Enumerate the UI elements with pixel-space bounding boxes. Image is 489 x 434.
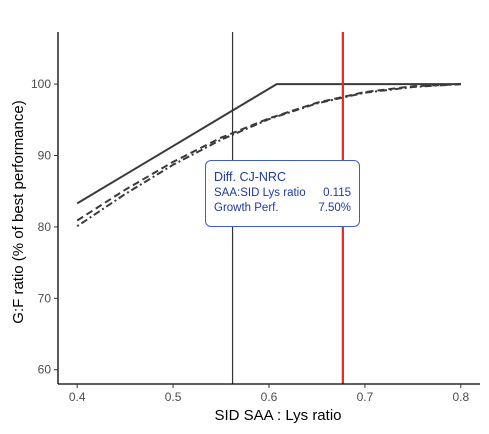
x-axis-title: SID SAA : Lys ratio xyxy=(215,407,342,424)
annotation-growth-value: 7.50% xyxy=(318,202,351,214)
y-axis-ticks: 60 70 80 90 100 xyxy=(31,77,58,377)
annotation-growth-label: Growth Perf. xyxy=(214,202,279,214)
y-axis-title: G:F ratio (% of best performance) xyxy=(10,100,27,323)
y-tick-label: 100 xyxy=(31,77,51,91)
series-line-dotdash xyxy=(76,83,461,228)
y-tick-label: 70 xyxy=(38,291,52,305)
x-tick-label: 0.4 xyxy=(69,390,86,404)
x-tick-label: 0.6 xyxy=(261,390,278,404)
x-tick-label: 0.5 xyxy=(165,390,182,404)
annotation-row-ratio: SAA:SID Lys ratio 0.115 xyxy=(214,186,351,201)
x-tick-label: 0.8 xyxy=(452,390,469,404)
y-tick-label: 90 xyxy=(38,149,52,163)
x-tick-label: 0.7 xyxy=(357,390,374,404)
x-axis-ticks: 0.4 0.5 0.6 0.7 0.8 xyxy=(69,384,469,404)
y-tick-label: 80 xyxy=(38,220,52,234)
y-tick-label: 60 xyxy=(38,363,52,377)
annotation-ratio-value: 0.115 xyxy=(323,187,351,199)
annotation-box: Diff. CJ-NRC SAA:SID Lys ratio 0.115 Gro… xyxy=(205,160,360,227)
series-line-solid xyxy=(76,83,461,205)
annotation-ratio-label: SAA:SID Lys ratio xyxy=(214,187,306,199)
annotation-title: Diff. CJ-NRC xyxy=(214,170,286,184)
annotation-row-growth: Growth Perf. 7.50% xyxy=(214,201,351,216)
series-layer xyxy=(76,83,461,228)
